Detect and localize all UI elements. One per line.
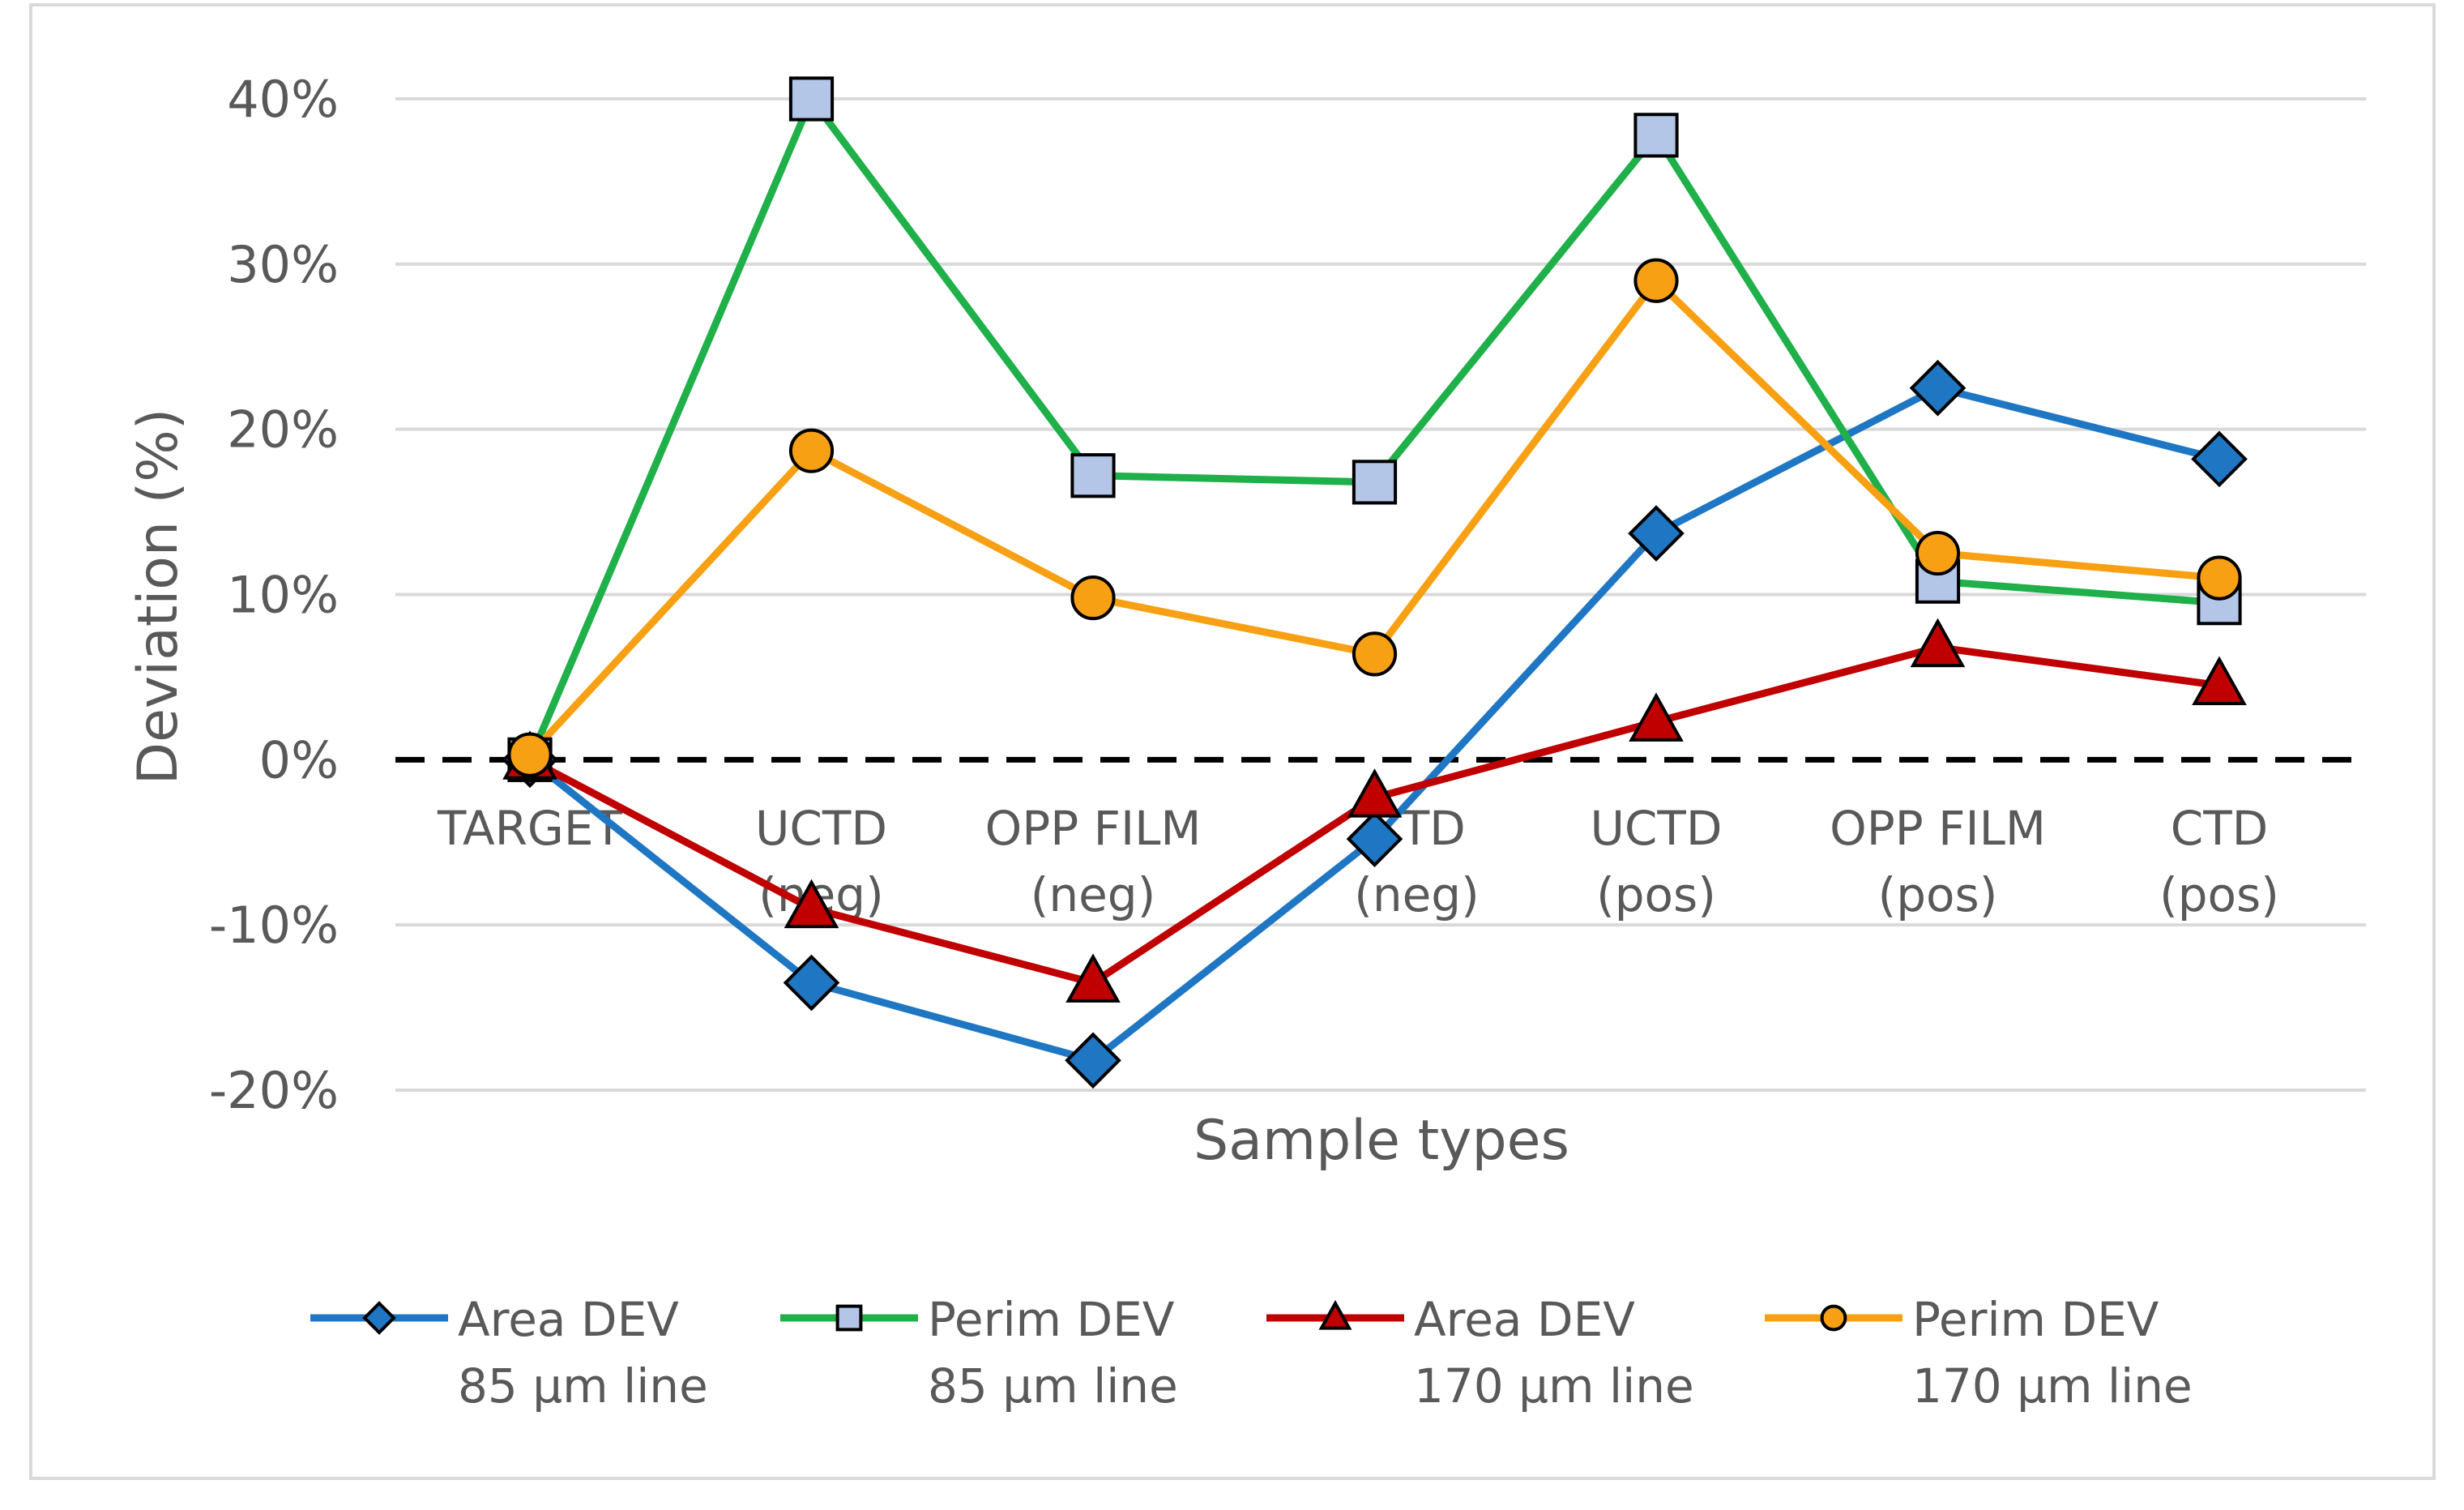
x-tick-label: UCTD: [1590, 801, 1722, 856]
y-tick-label: 40%: [227, 70, 339, 129]
data-point-triangle: [1065, 953, 1121, 1003]
legend-label: Area DEV: [1414, 1292, 1635, 1347]
legend-sublabel: 170 μm line: [1414, 1358, 1694, 1414]
legend-sublabel: 170 μm line: [1912, 1358, 2193, 1414]
series-markers: [502, 76, 2248, 1089]
data-point-circle: [1915, 530, 1961, 576]
legend-marker-triangle: [1318, 1299, 1352, 1330]
x-tick-label: CTD: [2171, 801, 2269, 856]
y-axis-title: Deviation (%): [126, 409, 190, 785]
y-tick-label: -20%: [209, 1061, 339, 1120]
data-point-circle: [507, 732, 553, 777]
data-point-triangle: [1347, 768, 1403, 818]
y-tick-label: 0%: [259, 730, 339, 789]
x-tick-label: UCTD: [755, 801, 887, 856]
data-point-triangle: [784, 879, 839, 929]
x-tick-label: (neg): [1354, 867, 1480, 922]
data-point-triangle: [1629, 692, 1684, 742]
x-axis-tick-labels: TARGET UCTD(neg)OPP FILM(neg)CTD(neg)UCTD…: [437, 801, 2279, 922]
data-point-diamond: [783, 954, 840, 1012]
data-point-diamond: [1628, 505, 1685, 562]
legend-marker-circle: [1820, 1304, 1847, 1332]
legend-marker-square: [835, 1304, 863, 1332]
legend: Area DEV 85 μm line Perim DEV 85 μm line Are…: [310, 1292, 2193, 1414]
legend-sublabel: 85 μm line: [928, 1358, 1178, 1414]
data-point-triangle: [1910, 618, 1966, 668]
y-tick-label: 10%: [227, 566, 339, 625]
data-point-diamond: [1346, 811, 1403, 868]
data-point-square: [1352, 460, 1398, 505]
data-point-square: [1633, 113, 1679, 158]
x-axis-title: Sample types: [1194, 1109, 1569, 1173]
data-point-diamond: [2191, 430, 2248, 488]
x-tick-label: OPP FILM: [1830, 801, 2046, 856]
gridlines: [395, 97, 2366, 1092]
x-tick-label: (pos): [2159, 867, 2279, 922]
legend-label: Perim DEV: [1912, 1292, 2159, 1347]
legend-label: Area DEV: [458, 1292, 679, 1347]
data-point-diamond: [1909, 359, 1967, 417]
x-tick-label: (pos): [1878, 867, 1998, 922]
y-axis-tick-labels: -20% -10% 0% 10% 20% 30% 40%: [209, 70, 339, 1120]
data-point-circle: [1070, 575, 1116, 621]
x-tick-label: (pos): [1596, 867, 1716, 922]
data-point-circle: [1352, 631, 1398, 677]
y-tick-label: 20%: [227, 400, 339, 460]
chart-border: [29, 3, 2436, 1480]
data-point-triangle: [2192, 656, 2247, 706]
x-tick-label: (neg): [1031, 867, 1156, 922]
data-point-circle: [2197, 555, 2242, 601]
data-point-square: [788, 76, 835, 122]
data-point-square: [1070, 453, 1116, 498]
data-point-diamond: [1065, 1032, 1121, 1089]
y-tick-label: 30%: [227, 235, 339, 294]
data-point-circle: [788, 428, 835, 473]
legend-sublabel: 85 μm line: [458, 1358, 708, 1414]
legend-marker-diamond: [362, 1301, 396, 1335]
x-tick-label: OPP FILM: [985, 801, 1202, 856]
y-tick-label: -10%: [209, 896, 339, 955]
data-point-circle: [1633, 258, 1679, 303]
legend-label: Perim DEV: [928, 1292, 1175, 1347]
